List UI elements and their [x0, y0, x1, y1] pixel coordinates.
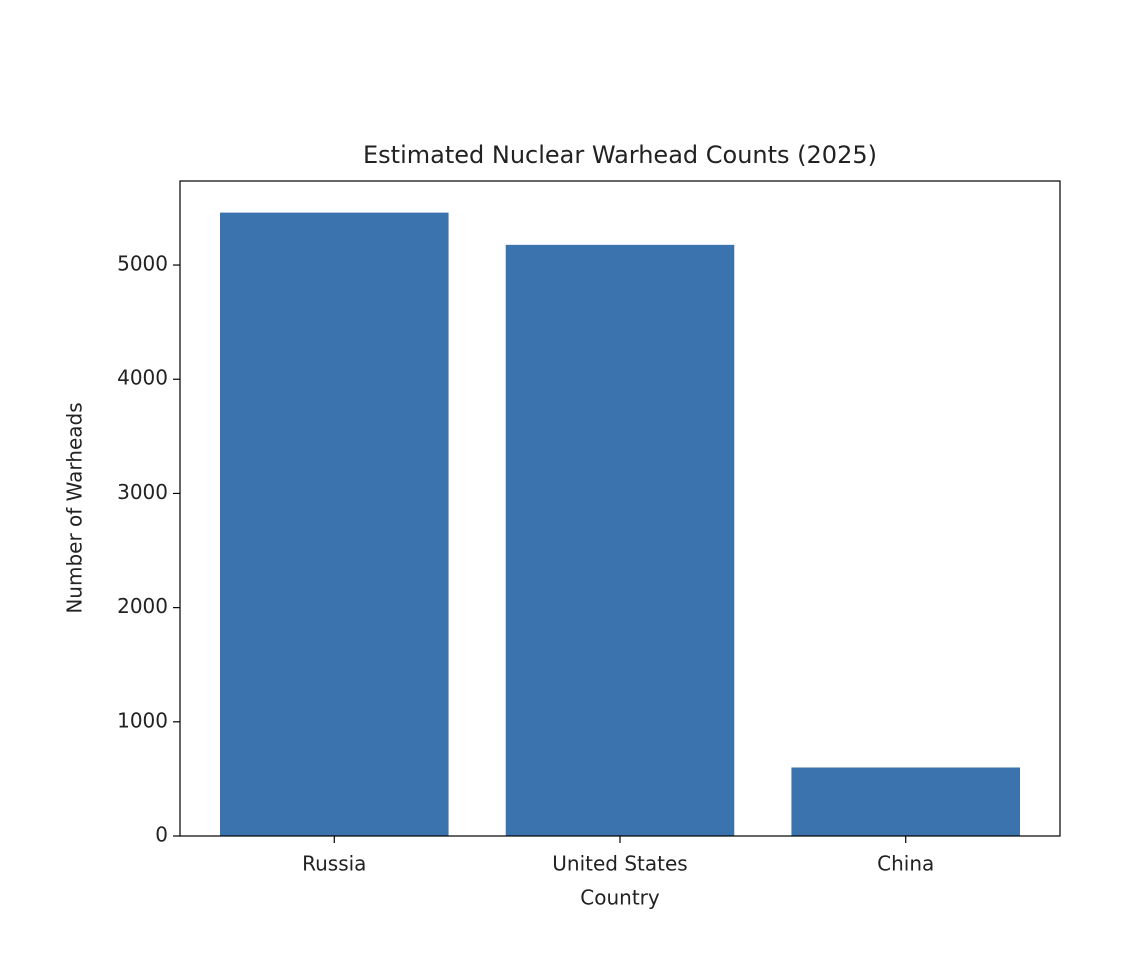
y-tick-label: 2000 — [117, 594, 168, 618]
y-tick-label: 3000 — [117, 480, 168, 504]
y-tick-label: 4000 — [117, 366, 168, 390]
x-axis-label: Country — [580, 886, 660, 910]
chart-title: Estimated Nuclear Warhead Counts (2025) — [363, 141, 877, 169]
y-tick-label: 1000 — [117, 708, 168, 732]
bar — [220, 212, 449, 836]
y-tick-label: 5000 — [117, 252, 168, 276]
y-tick-label: 0 — [155, 823, 168, 847]
bar — [505, 244, 735, 836]
plot-frame — [179, 180, 1061, 837]
y-axis-label: Number of Warheads — [63, 402, 87, 613]
x-tick-label: Russia — [302, 852, 366, 876]
bar — [791, 767, 1020, 836]
x-tick-label: China — [877, 852, 934, 876]
x-tick-label: United States — [552, 852, 687, 876]
